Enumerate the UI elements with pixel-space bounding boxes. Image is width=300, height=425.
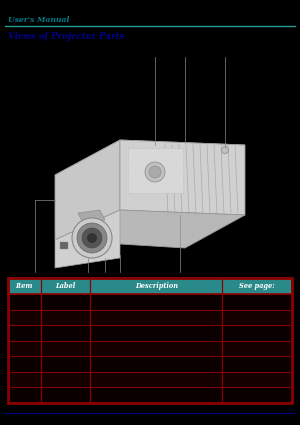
Text: Label: Label [56,282,76,290]
Bar [8,372,292,388]
Bar [8,309,292,325]
Text: See page:: See page: [239,282,275,290]
Bar [8,278,292,294]
Bar [60,242,68,249]
Bar [128,148,183,193]
Circle shape [149,166,161,178]
Bar [8,356,292,372]
Circle shape [82,228,102,248]
Polygon shape [78,210,105,223]
Circle shape [77,223,107,253]
Bar [8,278,292,403]
Circle shape [145,162,165,182]
Polygon shape [120,140,245,215]
Bar [8,294,292,309]
Polygon shape [55,140,120,240]
Text: Views of Projector Parts: Views of Projector Parts [8,31,124,40]
Bar [8,388,292,403]
Circle shape [87,233,97,243]
Text: Item: Item [16,282,33,290]
Circle shape [72,218,112,258]
Bar [8,325,292,341]
Polygon shape [55,140,245,178]
Text: User's Manual: User's Manual [8,16,69,24]
Circle shape [221,147,229,153]
Polygon shape [55,210,120,268]
Text: Description: Description [135,282,178,290]
Bar [8,341,292,356]
Polygon shape [55,210,245,248]
